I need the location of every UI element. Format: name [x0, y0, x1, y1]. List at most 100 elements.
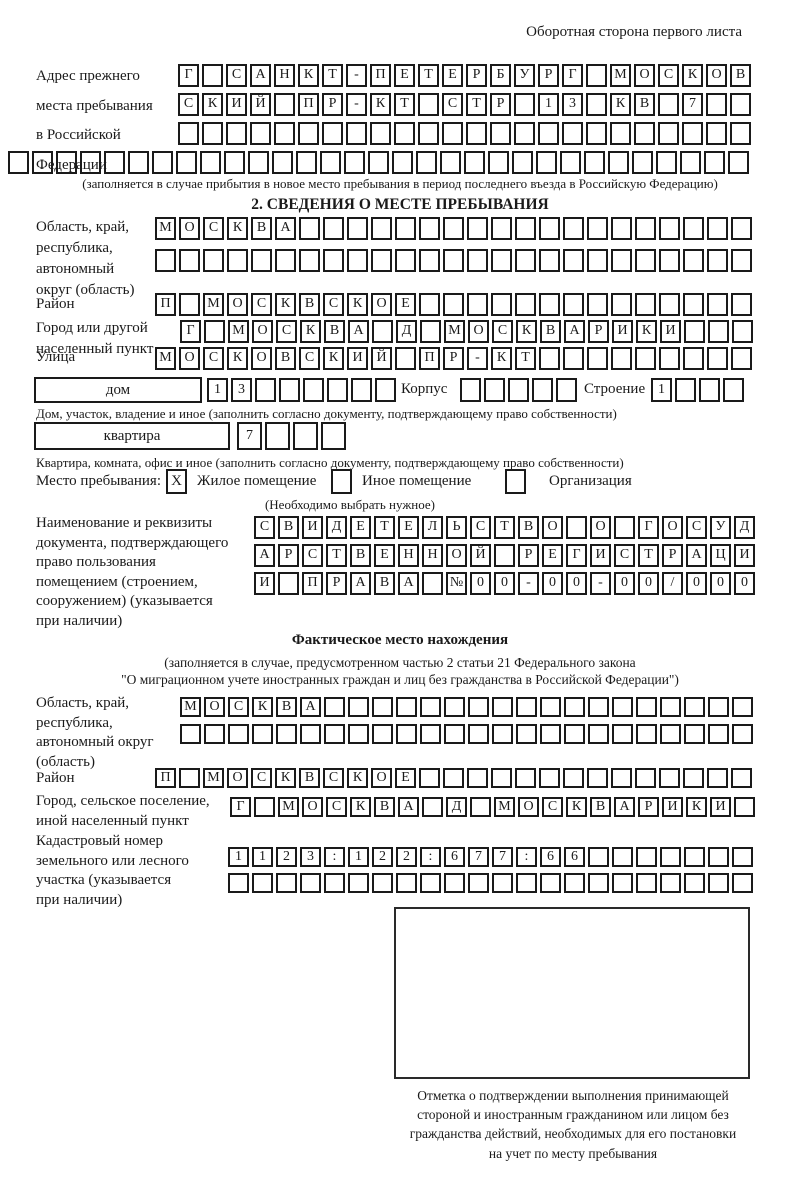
char-box: С [323, 293, 344, 316]
char-box [731, 347, 752, 370]
char-box: В [590, 797, 611, 817]
char-box [395, 217, 416, 240]
char-box: Р [588, 320, 609, 343]
actual-region-row-2[interactable] [180, 724, 756, 744]
char-box [635, 347, 656, 370]
char-box [152, 151, 173, 174]
char-box: Т [326, 544, 347, 567]
char-box: С [276, 320, 297, 343]
char-box: Р [638, 797, 659, 817]
char-box [392, 151, 413, 174]
prev-address-row-4[interactable] [8, 151, 752, 174]
char-box: Д [326, 516, 347, 539]
char-box: К [610, 93, 631, 116]
char-box: А [348, 320, 369, 343]
char-box [327, 378, 348, 402]
char-box [179, 768, 200, 788]
char-box: Е [442, 64, 463, 87]
char-box [708, 873, 729, 893]
label-cadastre: Кадастровый номер земельного или лесного… [36, 833, 189, 909]
char-box [8, 151, 29, 174]
char-box [656, 151, 677, 174]
korpus-row[interactable] [460, 378, 580, 402]
char-box [202, 122, 223, 145]
char-box: С [326, 797, 347, 817]
char-box [204, 320, 225, 343]
char-box: 6 [444, 847, 465, 867]
char-box: Т [394, 93, 415, 116]
apartment-number-row[interactable]: 7 [237, 422, 349, 450]
char-box [179, 249, 200, 272]
char-box [460, 378, 481, 402]
char-box: С [203, 347, 224, 370]
page-side-note: Оборотная сторона первого листа [526, 24, 742, 40]
region-row-2[interactable] [155, 249, 755, 272]
option-organization-label: Организация [549, 473, 632, 489]
stroenie-row[interactable]: 1 [651, 378, 747, 402]
char-box [708, 697, 729, 717]
char-box [675, 378, 696, 402]
char-box [515, 768, 536, 788]
char-box [375, 378, 396, 402]
option-dwelling-label: Жилое помещение [197, 473, 317, 489]
char-box: К [566, 797, 587, 817]
char-box: С [302, 544, 323, 567]
char-box: О [518, 797, 539, 817]
char-box [588, 697, 609, 717]
char-box: И [226, 93, 247, 116]
char-box [683, 293, 704, 316]
stay-choice-note: (Необходимо выбрать нужное) [264, 497, 436, 512]
document-row-3[interactable]: И П Р А В А № 0 0-0 0-0 0/0 0 0 [254, 572, 758, 595]
label-district: Район [36, 296, 75, 312]
char-box [538, 122, 559, 145]
checkbox-dwelling[interactable]: X [166, 469, 187, 494]
char-box [276, 873, 297, 893]
char-box [293, 422, 318, 450]
char-box [299, 217, 320, 240]
char-box [515, 249, 536, 272]
char-box: В [374, 572, 395, 595]
char-box: 3 [562, 93, 583, 116]
char-box: Р [518, 544, 539, 567]
prev-address-row-3[interactable] [178, 122, 754, 145]
char-box [396, 724, 417, 744]
char-box: 0 [542, 572, 563, 595]
char-box [418, 122, 439, 145]
label-stroenie: Строение [584, 381, 646, 397]
checkbox-other-premises[interactable] [331, 469, 352, 494]
char-box [203, 249, 224, 272]
char-box: 0 [614, 572, 635, 595]
char-box [467, 293, 488, 316]
char-box [420, 697, 441, 717]
char-box [324, 724, 345, 744]
char-box: А [398, 797, 419, 817]
char-box: К [227, 217, 248, 240]
cadastre-row-2[interactable] [228, 873, 756, 893]
char-box [734, 797, 755, 817]
char-box [155, 249, 176, 272]
char-box [324, 697, 345, 717]
char-box [516, 697, 537, 717]
char-box [588, 724, 609, 744]
char-box: 3 [231, 378, 252, 402]
char-box: 1 [228, 847, 249, 867]
char-box: К [252, 697, 273, 717]
char-box: Г [638, 516, 659, 539]
label-stay-type: Место пребывания: [36, 473, 161, 489]
char-box: К [491, 347, 512, 370]
checkbox-organization[interactable] [505, 469, 526, 494]
char-box [540, 873, 561, 893]
